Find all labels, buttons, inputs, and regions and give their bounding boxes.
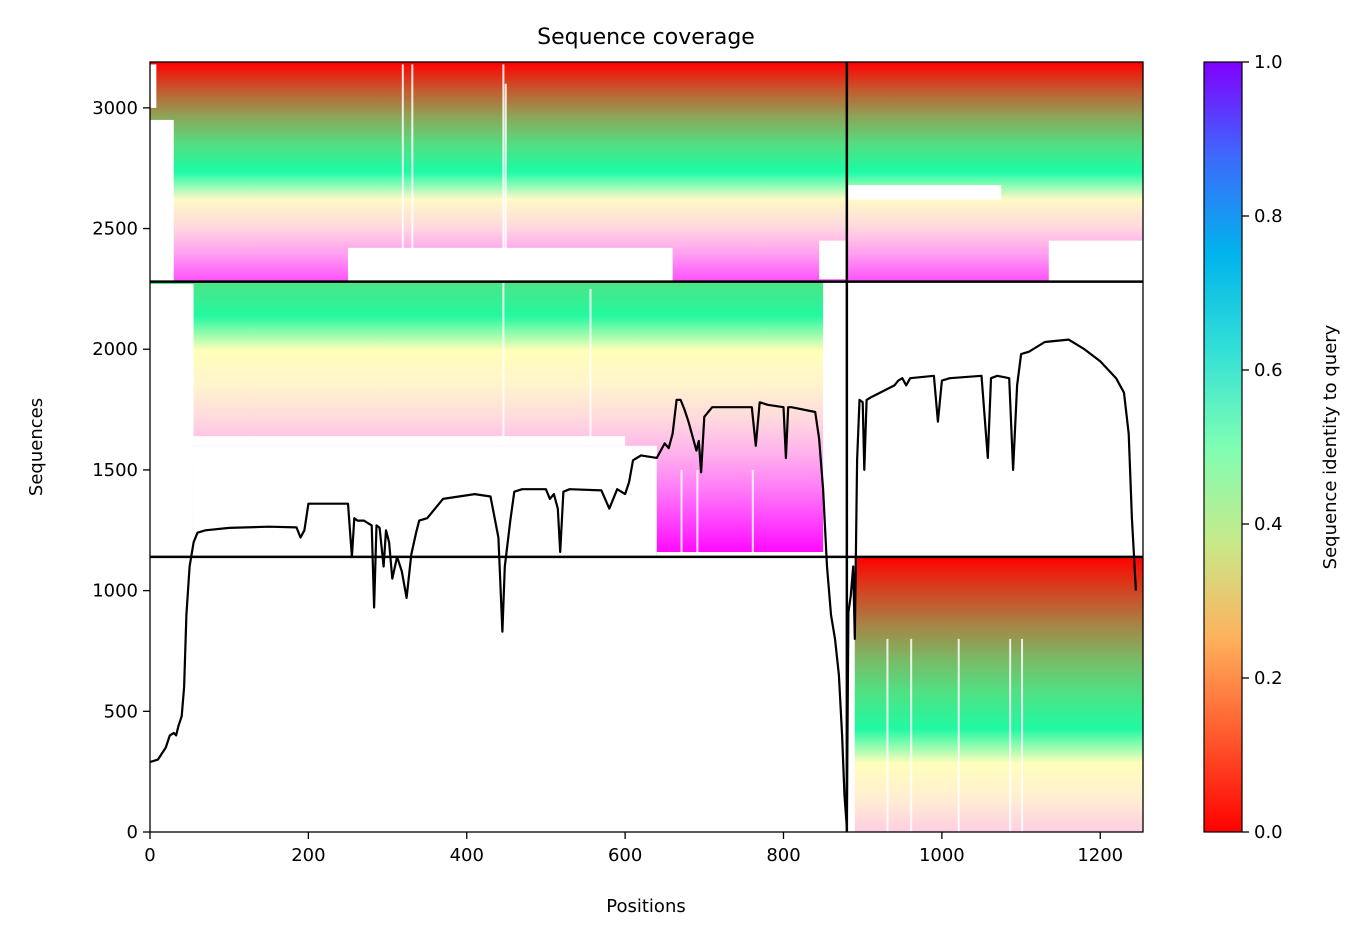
uncovered-region (819, 240, 847, 280)
uncovered-region (823, 281, 847, 557)
uncovered-streak (910, 638, 913, 832)
colorbar: 0.0 0.2 0.4 0.6 0.8 1.0 Sequence identity to … (1203, 52, 1341, 843)
heatmap-block-chain-A-paired-top (150, 62, 847, 282)
x-tick-label: 1000 (919, 845, 965, 866)
colorbar-tick-label: 1.0 (1254, 52, 1283, 73)
y-tick-label: 500 (104, 701, 138, 722)
colorbar-tick-label: 0.2 (1254, 668, 1283, 689)
uncovered-streak (502, 64, 505, 557)
y-tick-label: 2500 (92, 219, 138, 240)
colorbar-ticks: 0.0 0.2 0.4 0.6 0.8 1.0 (1242, 52, 1283, 843)
uncovered-region (1048, 240, 1143, 282)
y-tick-label: 1000 (92, 581, 138, 602)
uncovered-streak (751, 469, 754, 552)
colorbar-tick-label: 0.4 (1254, 514, 1283, 535)
uncovered-region (150, 284, 194, 557)
uncovered-region (656, 552, 832, 557)
coverage-texture (150, 64, 1143, 832)
uncovered-streak (886, 638, 889, 832)
uncovered-region (150, 119, 174, 282)
x-axis-label: Positions (606, 896, 685, 917)
x-tick-label: 0 (144, 845, 155, 866)
uncovered-region (347, 247, 673, 282)
coverage-heatmap (150, 62, 1143, 832)
uncovered-streak (957, 638, 960, 832)
uncovered-streak (589, 288, 592, 446)
uncovered-streak (401, 64, 404, 277)
x-tick-label: 1200 (1077, 845, 1123, 866)
uncovered-streak (1021, 638, 1024, 832)
y-axis-label: Sequences (26, 398, 47, 496)
uncovered-streak (504, 83, 507, 277)
x-tick-label: 200 (291, 845, 325, 866)
uncovered-region (193, 436, 626, 446)
uncovered-region (846, 185, 1002, 200)
colorbar-tick-label: 0.6 (1254, 360, 1283, 381)
uncovered-region (846, 556, 855, 832)
uncovered-streak (680, 469, 683, 552)
colorbar-tick-label: 0.0 (1254, 822, 1283, 843)
coverage-line (149, 338, 1137, 829)
x-tick-label: 800 (766, 845, 800, 866)
y-tick-label: 3000 (92, 98, 138, 119)
chart-title: Sequence coverage (537, 25, 755, 50)
colorbar-gradient (1203, 61, 1243, 833)
uncovered-region (150, 64, 157, 108)
x-axis: 0 200 400 600 800 1000 1200 (144, 832, 1123, 866)
y-tick-label: 2000 (92, 339, 138, 360)
x-tick-label: 600 (608, 845, 642, 866)
plot-frame (149, 61, 1144, 833)
uncovered-streak (411, 64, 414, 277)
y-tick-label: 0 (127, 822, 138, 843)
uncovered-region (656, 259, 673, 280)
coverage-line-group (149, 338, 1137, 829)
y-axis: 0 500 1000 1500 2000 2500 3000 (92, 98, 150, 843)
uncovered-region (193, 445, 657, 557)
heatmap-block-chain-B-unpaired (846, 556, 1143, 832)
uncovered-streak (1009, 638, 1012, 832)
y-tick-label: 1500 (92, 460, 138, 481)
colorbar-label: Sequence identity to query (1320, 324, 1341, 569)
x-tick-label: 400 (450, 845, 484, 866)
colorbar-tick-label: 0.8 (1254, 206, 1283, 227)
uncovered-streak (696, 469, 699, 552)
